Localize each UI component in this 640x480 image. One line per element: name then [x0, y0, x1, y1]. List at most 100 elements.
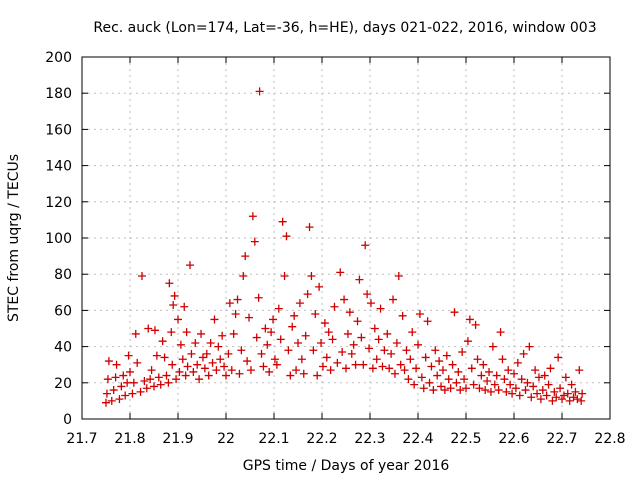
data-point: [456, 386, 465, 395]
data-point: [290, 311, 299, 320]
data-point: [345, 308, 354, 317]
data-point: [376, 304, 385, 313]
data-point: [515, 391, 524, 400]
data-point: [111, 373, 120, 382]
data-point: [140, 376, 149, 385]
data-point: [486, 387, 495, 396]
data-point: [269, 315, 278, 324]
data-point: [200, 364, 209, 373]
data-point: [252, 333, 261, 342]
y-tick-labels: 0 20 40 60 80 100 120 140 160 180 200: [45, 50, 72, 428]
data-point: [490, 380, 499, 389]
data-point: [565, 396, 574, 405]
data-point: [510, 369, 518, 378]
data-point: [460, 375, 469, 384]
data-point: [458, 348, 467, 357]
x-tick-label: 22.3: [354, 431, 385, 447]
data-point: [328, 335, 337, 344]
data-point: [239, 272, 248, 281]
data-point: [138, 272, 146, 281]
data-point: [295, 299, 304, 308]
y-tick-label: 100: [45, 231, 72, 247]
data-point: [224, 349, 233, 358]
data-point: [435, 357, 444, 366]
data-point: [104, 357, 113, 366]
data-point: [259, 362, 268, 371]
data-point: [309, 346, 318, 355]
data-point: [263, 340, 272, 349]
y-axis-label: STEC from uqrg / TECUs: [6, 154, 22, 322]
data-point: [109, 386, 118, 395]
data-point: [160, 353, 169, 362]
data-point: [115, 395, 124, 404]
data-point: [366, 299, 375, 308]
data-point: [469, 380, 478, 389]
data-point: [133, 358, 142, 367]
data-point: [299, 369, 308, 378]
x-tick-label: 21.7: [66, 431, 97, 447]
data-point: [193, 360, 202, 369]
data-point: [320, 319, 329, 328]
plot-frame: [81, 56, 611, 420]
data-point: [446, 384, 455, 393]
data-point: [182, 328, 191, 337]
data-point: [571, 387, 580, 396]
data-point: [383, 329, 392, 338]
data-point: [307, 272, 316, 281]
y-tick-label: 160: [45, 122, 72, 138]
data-point: [322, 353, 331, 362]
data-point: [508, 389, 517, 398]
data-point: [444, 375, 453, 384]
data-point: [342, 364, 350, 373]
data-point: [569, 393, 578, 402]
data-point: [540, 371, 549, 380]
data-point: [206, 338, 215, 347]
data-point: [218, 331, 227, 340]
data-point: [246, 366, 255, 375]
data-point: [387, 349, 396, 358]
data-point: [102, 389, 111, 398]
data-point: [191, 338, 200, 347]
data-point: [410, 380, 419, 389]
data-point: [318, 362, 327, 371]
data-point: [527, 393, 536, 402]
data-point: [210, 315, 219, 324]
data-point: [431, 346, 440, 355]
data-point: [417, 373, 426, 382]
data-point: [257, 349, 266, 358]
data-point: [313, 371, 322, 380]
data-point: [284, 346, 293, 355]
data-point: [131, 329, 140, 338]
data-point: [357, 333, 366, 342]
data-point: [243, 357, 252, 366]
data-point: [235, 369, 244, 378]
data-point: [531, 366, 540, 375]
data-point: [150, 382, 158, 391]
data-point: [237, 346, 246, 355]
data-point: [394, 272, 403, 281]
data-point: [538, 386, 547, 395]
data-point: [204, 371, 213, 380]
x-tick-label: 21.8: [114, 431, 145, 447]
y-tick-label: 180: [45, 86, 72, 102]
data-point: [216, 355, 225, 364]
data-point: [311, 310, 320, 319]
grid-lines: [82, 57, 610, 419]
data-point: [214, 342, 223, 351]
data-point: [324, 328, 333, 337]
data-point: [437, 382, 446, 391]
data-point: [156, 380, 165, 389]
data-point: [121, 391, 130, 400]
data-point: [129, 378, 138, 387]
data-point: [563, 389, 572, 398]
data-point: [536, 395, 545, 404]
data-point: [351, 360, 360, 369]
y-tick-label: 80: [54, 267, 72, 283]
data-point: [404, 375, 413, 384]
data-point: [267, 328, 276, 337]
data-point: [261, 324, 270, 333]
data-point: [556, 384, 565, 393]
data-point: [521, 386, 530, 395]
data-point: [500, 375, 509, 384]
data-point: [347, 349, 356, 358]
